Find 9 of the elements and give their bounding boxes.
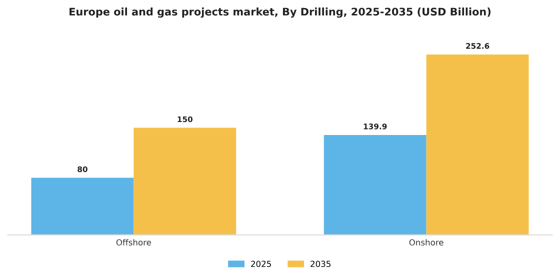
bar xyxy=(426,54,529,235)
bar xyxy=(134,128,236,235)
x-tick-label: Onshore xyxy=(409,239,444,246)
x-tick-label: Offshore xyxy=(116,239,151,246)
legend-label: 2025 xyxy=(251,260,271,268)
bar xyxy=(324,134,426,235)
legend-label: 2035 xyxy=(310,260,330,268)
chart-title: Europe oil and gas projects market, By Drilling, 2025-2035 (USD Billion) xyxy=(70,8,490,18)
bar xyxy=(31,178,134,235)
